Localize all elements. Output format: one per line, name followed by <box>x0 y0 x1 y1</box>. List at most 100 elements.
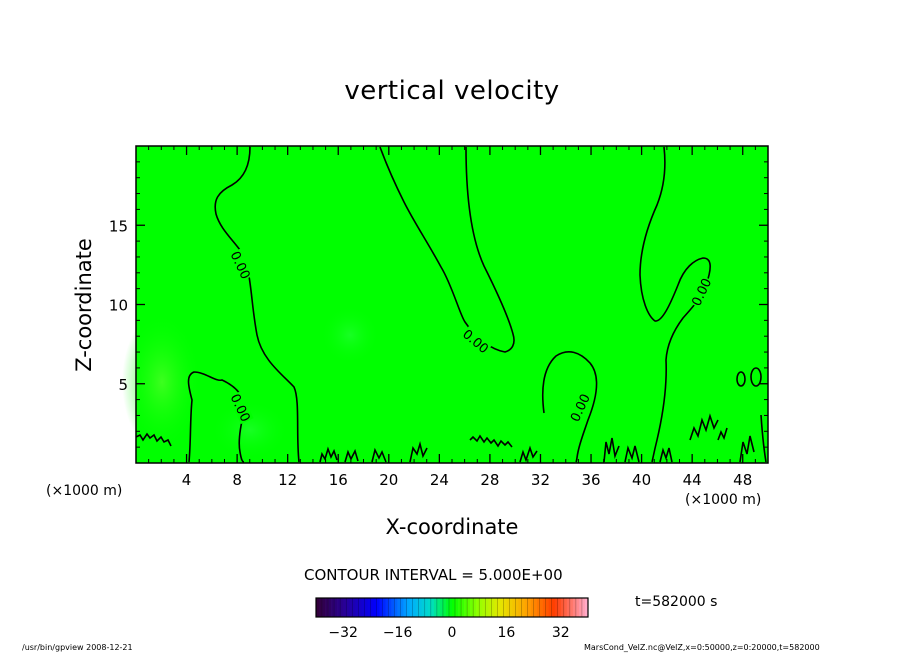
colorbar-tick-label: −16 <box>383 625 413 641</box>
colorbar-cell <box>430 598 435 617</box>
colorbar-cell <box>512 598 516 617</box>
colorbar-cell <box>545 598 550 617</box>
colorbar-cell <box>388 598 392 617</box>
colorbar-cell <box>334 598 338 617</box>
colorbar-cell <box>325 598 329 617</box>
colorbar-cell <box>503 598 507 617</box>
x-tick-label: 12 <box>278 471 297 489</box>
colorbar-cell <box>560 598 565 617</box>
contour-small-loop-1 <box>736 371 746 387</box>
colorbar-cell <box>542 598 546 617</box>
colorbar-cell <box>385 598 389 617</box>
x-tick-label: 44 <box>683 471 702 489</box>
colorbar-cell <box>464 598 468 617</box>
colorbar-cell <box>539 598 543 617</box>
colorbar-cell <box>467 598 471 617</box>
colorbar-cell <box>439 598 444 617</box>
x-axis-label: X-coordinate <box>385 515 519 539</box>
x-tick-label: 48 <box>733 471 752 489</box>
colorbar-cell <box>518 598 522 617</box>
colorbar-cell <box>331 598 335 617</box>
colorbar-cell <box>533 598 537 617</box>
colorbar-cell <box>436 598 441 617</box>
contour-line-zero-2 <box>187 371 245 463</box>
colorbar-cell <box>343 598 347 617</box>
colorbar-cell <box>500 598 504 617</box>
colorbar-cell <box>575 598 580 617</box>
colorbar-cell <box>551 598 556 617</box>
colorbar-cell <box>316 598 320 617</box>
x-tick-label: 4 <box>182 471 192 489</box>
contour-line-zero-4 <box>541 351 598 463</box>
colorbar-cell <box>461 598 465 617</box>
colorbar-cell <box>479 598 483 617</box>
contour-line-zero-5 <box>639 146 711 463</box>
colorbar-tick-label: 32 <box>552 625 570 641</box>
colorbar-cell <box>376 598 380 617</box>
colorbar-cell <box>581 598 586 617</box>
colorbar-cell <box>491 598 495 617</box>
colorbar-cell <box>554 598 559 617</box>
time-label: t=582000 s <box>635 594 718 610</box>
colorbar-cell <box>352 598 356 617</box>
colorbar-cell <box>485 598 489 617</box>
contour-line-zero-3 <box>379 146 515 353</box>
colorbar-cell <box>418 598 423 617</box>
colorbar-tick-label: 16 <box>497 625 515 641</box>
colorbar-cell <box>379 598 383 617</box>
x-tick-label: 8 <box>232 471 242 489</box>
colorbar-cell <box>421 598 426 617</box>
colorbar-cell <box>473 598 477 617</box>
colorbar-cell <box>337 598 341 617</box>
colorbar-cell <box>412 598 417 617</box>
contour-interval-label: CONTOUR INTERVAL = 5.000E+00 <box>304 566 563 584</box>
x-tick-label: 40 <box>632 471 651 489</box>
contour-line-zero-6 <box>760 414 767 463</box>
colorbar-cell <box>452 598 456 617</box>
colorbar-cell <box>370 598 374 617</box>
colorbar-cell <box>361 598 365 617</box>
colorbar-cell <box>494 598 498 617</box>
colorbar-cell <box>445 598 450 617</box>
colorbar-cell <box>373 598 377 617</box>
colorbar-cell <box>557 598 562 617</box>
contour-lines <box>135 146 767 463</box>
colorbar-cell <box>536 598 540 617</box>
colorbar-cell <box>328 598 332 617</box>
colorbar-cell <box>578 598 583 617</box>
colorbar-cell <box>409 598 414 617</box>
x-unit-label-left: (×1000 m) <box>46 483 123 499</box>
colorbar-cell <box>319 598 323 617</box>
contour-label-bg <box>566 390 593 425</box>
x-tick-label: 16 <box>329 471 348 489</box>
colorbar-cell <box>530 598 534 617</box>
colorbar-cell <box>569 598 574 617</box>
colorbar-cell <box>521 598 525 617</box>
colorbar-cell <box>367 598 371 617</box>
x-axis: 4 8 12 16 20 24 28 32 36 40 44 48 <box>148 146 756 489</box>
contour-label-bg <box>688 275 714 309</box>
colorbar-cell <box>355 598 359 617</box>
colorbar-cell <box>400 598 404 617</box>
colorbar-cell <box>394 598 398 617</box>
y-axis: 5 10 15 <box>109 161 768 448</box>
colorbar-tick-label: 0 <box>448 625 457 641</box>
x-unit-label-right: (×1000 m) <box>685 492 762 508</box>
contour-label-bg <box>460 325 493 356</box>
contour-small-loop-2 <box>750 367 762 387</box>
colorbar <box>315 597 589 618</box>
x-tick-label: 20 <box>379 471 398 489</box>
colorbar-cell <box>566 598 571 617</box>
y-tick-label: 10 <box>109 297 128 315</box>
colorbar-cell <box>548 598 553 617</box>
colorbar-cell <box>346 598 350 617</box>
colorbar-frame <box>315 597 589 618</box>
contour-label-bg <box>228 248 254 282</box>
colorbar-cell <box>406 598 410 617</box>
colorbar-cell <box>322 598 326 617</box>
colorbar-cell <box>397 598 401 617</box>
colorbar-cell <box>524 598 528 617</box>
x-tick-label: 36 <box>581 471 600 489</box>
colorbar-cell <box>509 598 513 617</box>
contour-label-bg <box>228 390 254 425</box>
